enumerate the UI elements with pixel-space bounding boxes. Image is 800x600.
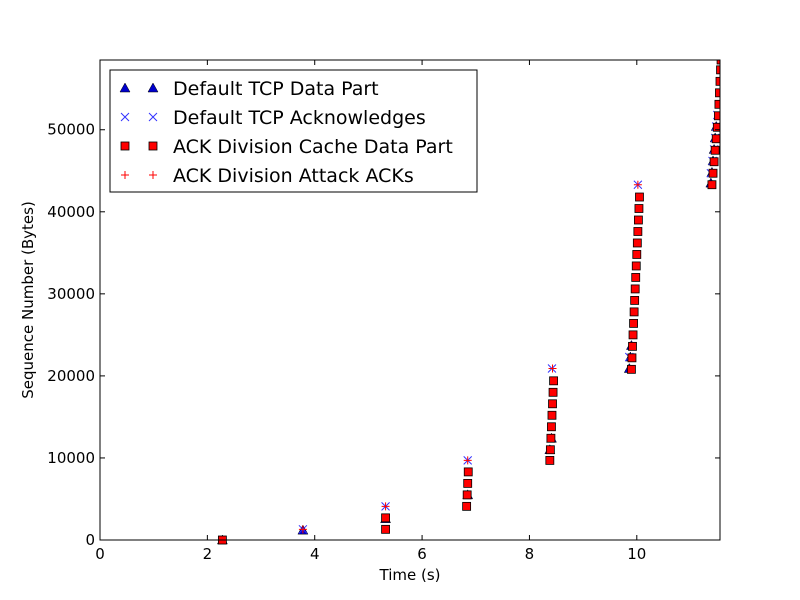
data-point <box>548 387 558 397</box>
legend-marker <box>148 112 158 122</box>
plot-frame <box>99 59 721 541</box>
data-point <box>709 157 719 167</box>
x-tick-label: 2 <box>203 545 213 563</box>
y-tick-label: 20000 <box>47 367 95 385</box>
x-axis-label: Time (s) <box>379 566 441 584</box>
data-point <box>381 524 390 534</box>
data-point <box>634 204 644 213</box>
data-point <box>708 168 718 178</box>
legend-label: Default TCP Data Part <box>173 78 379 100</box>
data-point <box>714 99 720 109</box>
data-point <box>627 353 637 363</box>
data-point <box>547 422 556 432</box>
data-point <box>634 215 643 225</box>
legend-label: ACK Division Attack ACKs <box>173 165 414 187</box>
data-point <box>547 410 557 420</box>
series-3 <box>298 180 642 534</box>
legend-marker <box>121 171 129 179</box>
data-point <box>462 501 472 511</box>
data-point <box>627 364 636 374</box>
data-point <box>716 65 720 75</box>
data-point <box>546 433 556 443</box>
legend-entry: ACK Division Cache Data Part <box>120 136 453 158</box>
data-point <box>628 341 637 351</box>
data-point <box>630 284 640 294</box>
x-tick-label: 6 <box>417 545 427 563</box>
data-point <box>715 88 720 98</box>
data-point <box>631 273 641 282</box>
legend-box <box>109 69 478 193</box>
y-tick-label: 30000 <box>47 285 95 303</box>
data-point <box>633 180 642 189</box>
x-axis: 0 2 4 6 8 10 <box>95 60 646 563</box>
data-point <box>462 490 472 500</box>
data-point <box>632 250 642 259</box>
data-point <box>381 502 390 511</box>
legend-marker <box>120 112 130 122</box>
data-point <box>716 60 720 65</box>
data-point <box>298 525 307 534</box>
data-point <box>545 445 555 455</box>
legend: Default TCP Data Part Default TCP Acknowl… <box>109 69 478 193</box>
legend-marker <box>120 141 130 151</box>
data-point <box>715 76 720 86</box>
data-point <box>630 296 640 305</box>
data-point <box>549 376 558 386</box>
data-point <box>463 478 473 488</box>
data-point <box>632 238 642 248</box>
data-point <box>548 399 557 409</box>
data-point <box>629 318 638 328</box>
data-point <box>463 467 473 477</box>
legend-entry: ACK Division Attack ACKs <box>121 165 414 187</box>
legend-marker <box>148 141 158 151</box>
y-tick-label: 0 <box>85 531 95 549</box>
legend-marker <box>119 82 131 93</box>
y-axis: 0 10000 20000 30000 40000 50000 <box>47 121 720 549</box>
data-point <box>711 134 720 144</box>
data-point <box>633 227 643 236</box>
x-tick-label: 10 <box>627 545 646 563</box>
legend-marker <box>149 171 157 179</box>
legend-label: Default TCP Acknowledges <box>173 107 426 129</box>
y-tick-label: 10000 <box>47 449 95 467</box>
data-point <box>548 364 557 373</box>
data-point <box>707 180 717 190</box>
data-point <box>631 261 641 271</box>
x-tick-label: 0 <box>95 545 105 563</box>
legend-label: ACK Division Cache Data Part <box>173 136 453 158</box>
data-point <box>713 111 720 121</box>
y-tick-label: 50000 <box>47 121 95 139</box>
legend-entry: Default TCP Data Part <box>119 78 379 100</box>
data-point <box>635 192 644 202</box>
x-tick-label: 8 <box>525 545 535 563</box>
x-tick-label: 4 <box>310 545 320 563</box>
data-point <box>463 456 472 465</box>
y-tick-label: 40000 <box>47 203 95 221</box>
legend-entry: Default TCP Acknowledges <box>120 107 426 129</box>
legend-marker <box>147 82 159 93</box>
y-axis-label: Sequence Number (Bytes) <box>19 201 37 399</box>
data-point <box>381 513 390 523</box>
data-point <box>710 145 720 155</box>
data-point <box>545 456 555 465</box>
data-point <box>628 330 638 340</box>
data-point <box>629 307 639 317</box>
data-point <box>712 122 720 132</box>
